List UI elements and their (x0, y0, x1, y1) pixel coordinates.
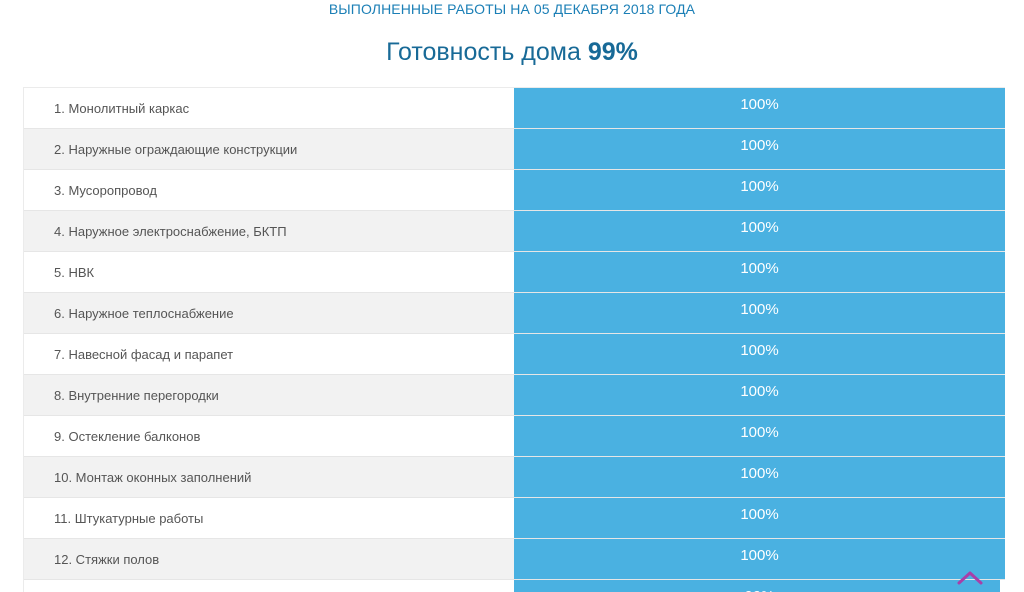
work-row: 12. Стяжки полов 100% (24, 539, 1005, 580)
work-label: 12. Стяжки полов (24, 539, 514, 579)
progress-bar-fill (514, 88, 1005, 128)
progress-bar-fill (514, 252, 1005, 292)
progress-percent-text: 100% (740, 465, 779, 482)
work-label: 13. Система МОП (24, 580, 514, 592)
progress-bar-fill (514, 416, 1005, 456)
work-label: 9. Остекление балконов (24, 416, 514, 456)
progress-bar-fill (514, 580, 1001, 592)
work-row: 10. Монтаж оконных заполнений 100% (24, 457, 1005, 498)
work-label: 3. Мусоропровод (24, 170, 514, 210)
work-row: 7. Навесной фасад и парапет 100% (24, 334, 1005, 375)
progress-bar: 100% (514, 88, 1005, 128)
work-row: 4. Наружное электроснабжение, БКТП 100% (24, 211, 1005, 252)
work-label: 5. НВК (24, 252, 514, 292)
work-label: 11. Штукатурные работы (24, 498, 514, 538)
progress-bar-fill (514, 211, 1005, 251)
works-date-title: ВЫПОЛНЕННЫЕ РАБОТЫ НА 05 ДЕКАБРЯ 2018 ГО… (328, 1, 696, 17)
progress-percent-text: 100% (740, 342, 779, 359)
progress-percent-text: 100% (740, 219, 779, 236)
work-row: 9. Остекление балконов 100% (24, 416, 1005, 457)
progress-bar: 100% (514, 539, 1005, 579)
chevron-up-icon (957, 571, 983, 585)
progress-bar: 100% (514, 170, 1005, 210)
progress-bar-fill (514, 129, 1005, 169)
work-label: 1. Монолитный каркас (24, 88, 514, 128)
work-row: 3. Мусоропровод 100% (24, 170, 1005, 211)
progress-bar: 100% (514, 498, 1005, 538)
progress-bar: 100% (514, 457, 1005, 497)
work-label: 8. Внутренние перегородки (24, 375, 514, 415)
scroll-to-top-button[interactable] (955, 568, 985, 586)
progress-bar-fill (514, 498, 1005, 538)
progress-percent-text: 100% (740, 547, 779, 564)
progress-percent-text: 100% (740, 137, 779, 154)
progress-bar: 100% (514, 211, 1005, 251)
progress-percent-text: 100% (740, 96, 779, 113)
work-row: 5. НВК 100% (24, 252, 1005, 293)
progress-bar: 100% (514, 416, 1005, 456)
progress-percent-text: 100% (740, 178, 779, 195)
work-row: 6. Наружное теплоснабжение 100% (24, 293, 1005, 334)
work-row: 2. Наружные ограждающие конструкции 100% (24, 129, 1005, 170)
progress-bar: 100% (514, 252, 1005, 292)
progress-bar-fill (514, 457, 1005, 497)
progress-bar: 100% (514, 334, 1005, 374)
work-label: 6. Наружное теплоснабжение (24, 293, 514, 333)
progress-bar: 100% (514, 129, 1005, 169)
progress-percent-text: 100% (740, 383, 779, 400)
readiness-value: 99% (587, 38, 638, 66)
work-row: 13. Система МОП99% (24, 580, 1005, 592)
work-label: 7. Навесной фасад и парапет (24, 334, 514, 374)
progress-bar: 100% (514, 375, 1005, 415)
work-row: 8. Внутренние перегородки 100% (24, 375, 1005, 416)
progress-percent-text: 100% (740, 260, 779, 277)
work-label: 4. Наружное электроснабжение, БКТП (24, 211, 514, 251)
work-label: 10. Монтаж оконных заполнений (24, 457, 514, 497)
work-row: 11. Штукатурные работы 100% (24, 498, 1005, 539)
progress-percent-text: 99% (514, 588, 1005, 592)
readiness-label: Готовность дома (386, 38, 581, 66)
progress-bar-fill (514, 539, 1005, 579)
progress-percent-text: 100% (740, 424, 779, 441)
progress-bar: 100% (514, 293, 1005, 333)
progress-percent-text: 100% (740, 301, 779, 318)
readiness-heading: Готовность дома 99% (0, 38, 1024, 67)
progress-percent-text: 100% (740, 506, 779, 523)
progress-bar: 99% (514, 580, 1005, 592)
progress-bar-fill (514, 334, 1005, 374)
progress-bar-fill (514, 293, 1005, 333)
work-label: 2. Наружные ограждающие конструкции (24, 129, 514, 169)
progress-bar-fill (514, 375, 1005, 415)
works-table: 1. Монолитный каркас 100% 2. Наружные огра… (23, 87, 1005, 592)
work-row: 1. Монолитный каркас 100% (24, 88, 1005, 129)
progress-bar-fill (514, 170, 1005, 210)
